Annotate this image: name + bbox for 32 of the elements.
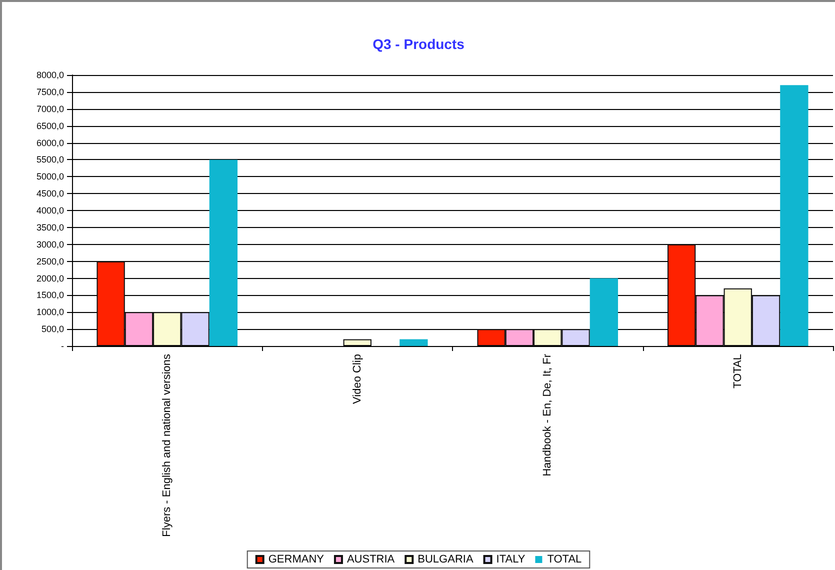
x-tick-label: Handbook - En, De, It, Fr: [542, 354, 554, 476]
y-tick-label: 8000,0: [36, 70, 64, 80]
bar: [780, 85, 808, 346]
legend-label: TOTAL: [547, 554, 582, 566]
y-tick-label: 2500,0: [36, 256, 64, 266]
chart-title: Q3 - Products: [372, 36, 465, 52]
bar: [343, 339, 372, 346]
y-tick-label: 3000,0: [36, 239, 64, 250]
y-tick-label: 5000,0: [36, 172, 64, 182]
legend-label: AUSTRIA: [346, 554, 396, 566]
y-tick-label: 7000,0: [36, 104, 64, 114]
legend-label: ITALY: [496, 554, 526, 566]
y-tick-label: 4500,0: [36, 188, 64, 199]
bar: [590, 278, 618, 346]
y-tick-label: 4000,0: [36, 206, 64, 216]
legend-label: BULGARIA: [418, 554, 474, 566]
y-tick-label: 7500,0: [36, 86, 64, 97]
bar: [209, 160, 238, 346]
legend-label: GERMANY: [268, 554, 325, 566]
y-tick-label: 1000,0: [36, 307, 64, 318]
y-tick-label: 6500,0: [36, 120, 64, 131]
bar: [400, 339, 428, 346]
y-tick-label: 6000,0: [36, 138, 64, 148]
y-tick-label: 1500,0: [36, 290, 64, 300]
y-tick-label: 2000,0: [36, 273, 64, 284]
y-tick-label: 3500,0: [36, 222, 64, 232]
y-tick-label: 5500,0: [36, 154, 64, 165]
x-tick-label: Video Clip: [351, 354, 364, 404]
x-tick-label: Flyers - English and national versions: [161, 354, 174, 537]
y-tick-label: 500,0: [41, 324, 64, 334]
x-tick-label: TOTAL: [732, 354, 744, 388]
y-tick-label: -: [61, 341, 64, 351]
